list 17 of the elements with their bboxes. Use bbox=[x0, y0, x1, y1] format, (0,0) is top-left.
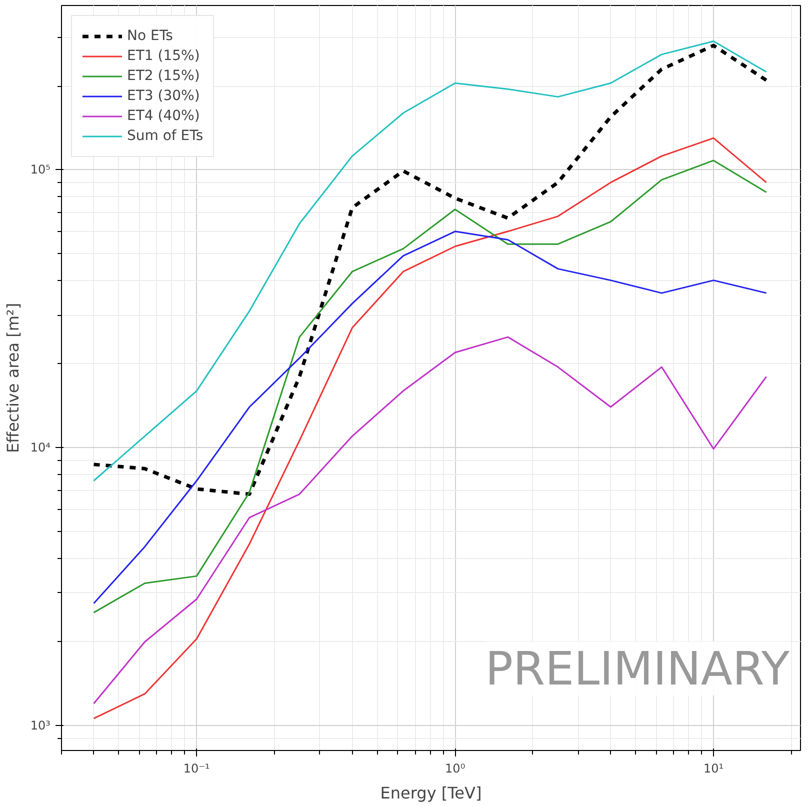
legend-label: ET1 (15%) bbox=[127, 48, 200, 64]
legend-label: ET2 (15%) bbox=[127, 68, 200, 84]
x-tick-label: 10⁻¹ bbox=[183, 762, 210, 776]
legend-label: Sum of ETs bbox=[127, 128, 204, 144]
y-tick-label: 10⁴ bbox=[30, 440, 51, 455]
x-tick-label: 10¹ bbox=[704, 762, 724, 776]
x-tick-label: 10⁰ bbox=[445, 762, 466, 776]
y-tick-label: 10⁵ bbox=[30, 162, 51, 177]
legend-label: ET4 (40%) bbox=[127, 108, 200, 124]
y-tick-label: 10³ bbox=[30, 718, 51, 733]
y-axis-title: Effective area [m²] bbox=[3, 302, 22, 454]
x-axis-title: Energy [TeV] bbox=[380, 784, 482, 802]
annotation: PRELIMINARY bbox=[485, 642, 790, 696]
legend-label: ET3 (30%) bbox=[127, 88, 200, 104]
line-series bbox=[93, 230, 768, 604]
line-series bbox=[93, 160, 768, 614]
legend-label: No ETs bbox=[127, 28, 173, 44]
